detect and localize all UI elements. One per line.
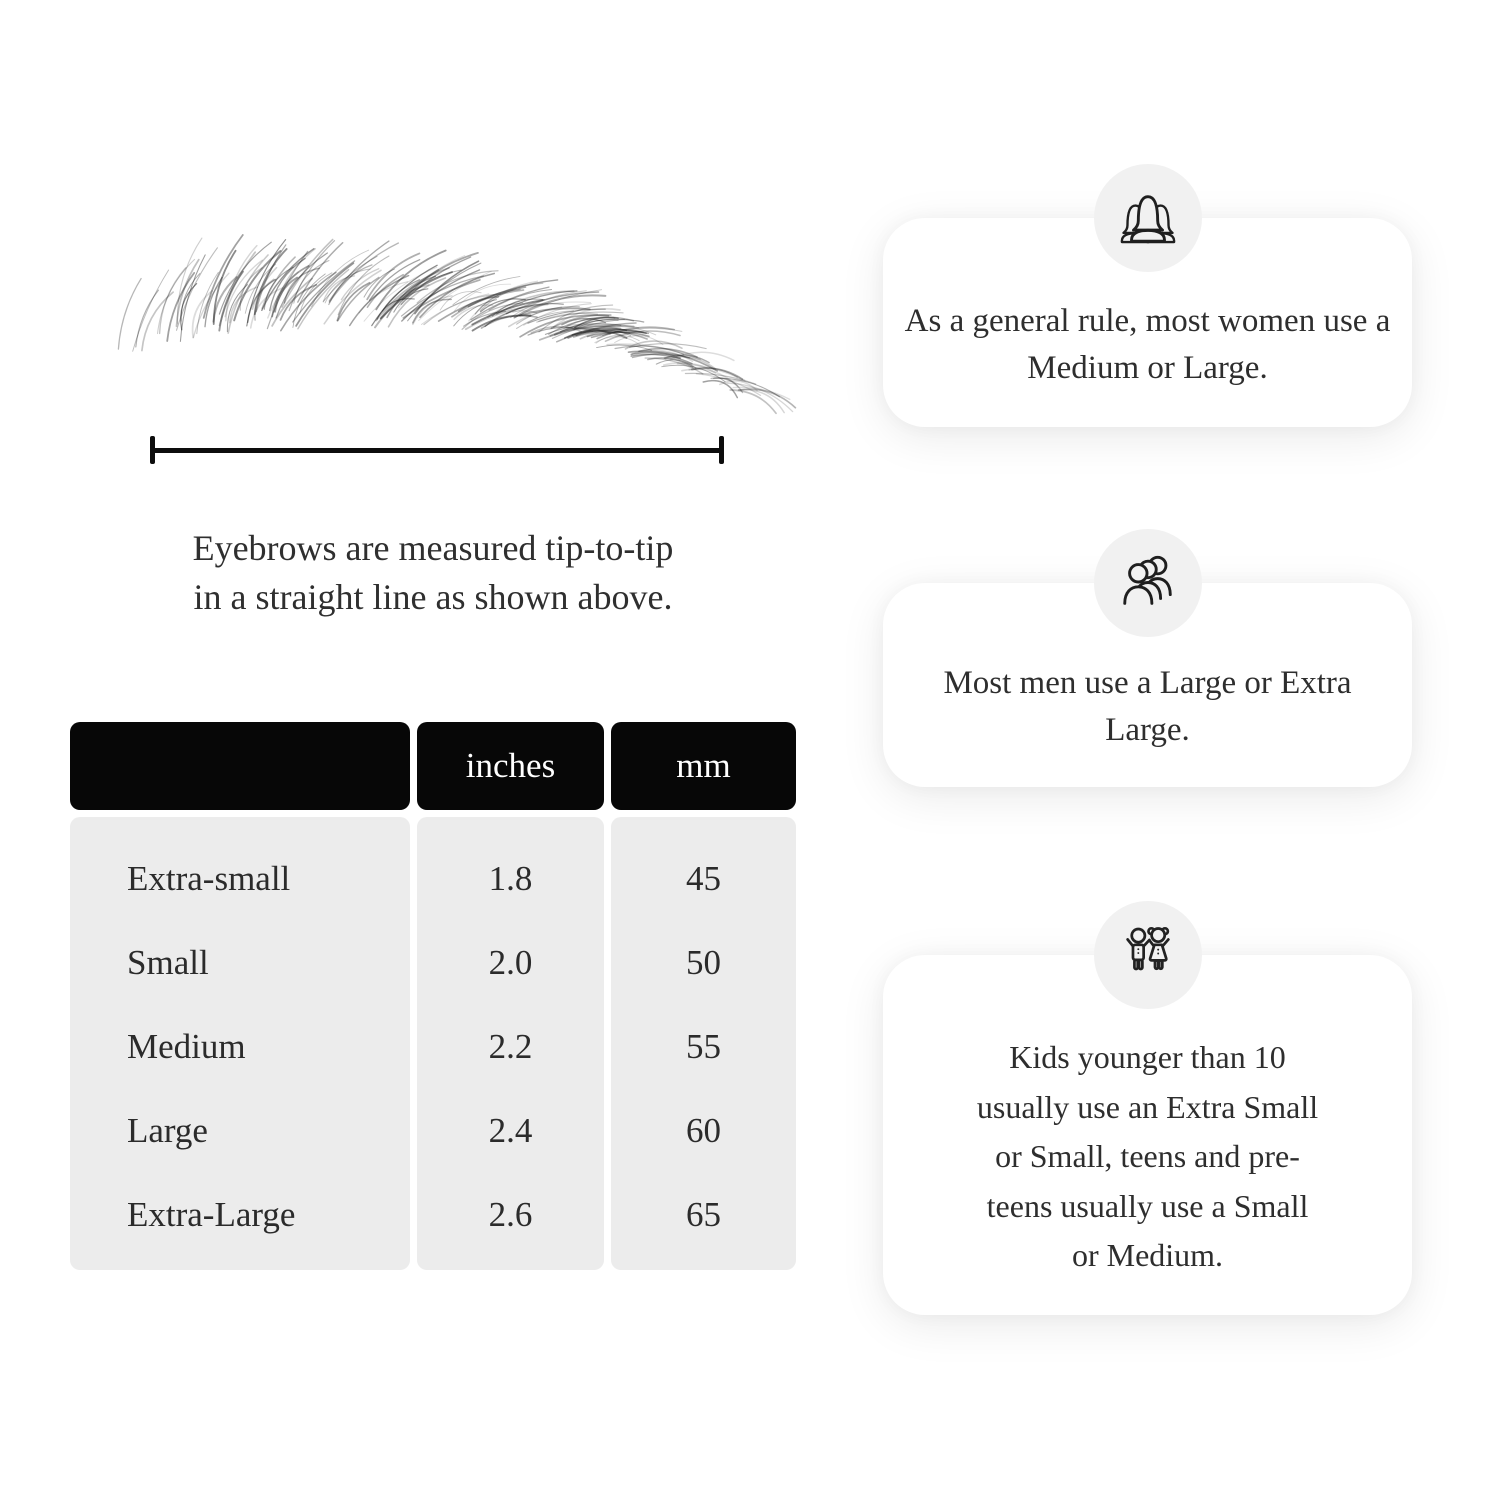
children-icon [1125, 926, 1170, 970]
mm-value: 45 [686, 859, 721, 898]
measurement-caption: Eyebrows are measured tip-to-tip in a st… [83, 524, 783, 622]
table-row: 55 [611, 1005, 796, 1089]
table-row: 60 [611, 1089, 796, 1173]
caption-line-1: Eyebrows are measured tip-to-tip [192, 528, 674, 568]
table-row: 65 [611, 1173, 796, 1257]
card-text: Most men use a Large or Extra Large. [943, 665, 1352, 748]
size-table: Extra-small Small Medium Large Extra-Lar… [70, 722, 796, 1270]
table-row: 2.0 [417, 921, 604, 1005]
inches-body: 1.8 2.0 2.2 2.4 2.6 [417, 817, 604, 1270]
table-row: Large [70, 1089, 410, 1173]
table-row: Extra-Large [70, 1173, 410, 1257]
info-card-kids: Kids younger than 10 usually use an Extr… [883, 901, 1412, 1315]
size-label: Small [127, 943, 209, 982]
mm-value: 50 [686, 943, 721, 982]
table-row: 45 [611, 837, 796, 921]
mm-value: 60 [686, 1111, 721, 1150]
size-label: Medium [127, 1027, 246, 1066]
measurement-tick-right [719, 436, 724, 464]
inches-column: inches 1.8 2.0 2.2 2.4 2.6 [417, 722, 604, 1270]
men-group-icon [1122, 555, 1172, 605]
icon-circle [1093, 164, 1202, 272]
card-text: As a general rule, most women use a Medi… [904, 302, 1391, 386]
mm-body: 45 50 55 60 65 [611, 817, 796, 1270]
eyebrow-illustration [117, 234, 797, 415]
info-card-men: Most men use a Large or Extra Large. [883, 529, 1412, 787]
eyebrow-figure [115, 234, 797, 415]
measurement-line [150, 436, 724, 464]
mm-column: mm 45 50 55 60 65 [611, 722, 796, 1270]
info-card-women: As a general rule, most women use a Medi… [883, 164, 1412, 427]
table-row: Small [70, 921, 410, 1005]
measurement-bar [152, 448, 722, 453]
table-row: 1.8 [417, 837, 604, 921]
caption-line-2: in a straight line as shown above. [193, 577, 673, 617]
table-row: 50 [611, 921, 796, 1005]
size-label: Extra-small [127, 859, 291, 898]
inches-value: 2.4 [488, 1111, 533, 1150]
inches-value: 1.8 [488, 859, 533, 898]
header-cell-mm: mm [611, 722, 796, 810]
women-group-icon [1120, 194, 1175, 243]
table-row: 2.4 [417, 1089, 604, 1173]
size-name-body: Extra-small Small Medium Large Extra-Lar… [70, 817, 410, 1270]
inches-value: 2.2 [488, 1027, 533, 1066]
size-label: Extra-Large [127, 1195, 296, 1234]
header-cell-inches: inches [417, 722, 604, 810]
size-label: Large [127, 1111, 208, 1150]
inches-value: 2.6 [488, 1195, 533, 1234]
table-row: 2.2 [417, 1005, 604, 1089]
table-row: Extra-small [70, 837, 410, 921]
icon-circle [1093, 529, 1202, 637]
mm-value: 65 [686, 1195, 721, 1234]
header-cell-size [70, 722, 410, 810]
size-name-column: Extra-small Small Medium Large Extra-Lar… [70, 722, 410, 1270]
inches-value: 2.0 [488, 943, 533, 982]
mm-value: 55 [686, 1027, 721, 1066]
card-text: Kids younger than 10 usually use an Extr… [976, 1039, 1319, 1274]
icon-circle [1093, 901, 1202, 1009]
table-row: 2.6 [417, 1173, 604, 1257]
table-row: Medium [70, 1005, 410, 1089]
